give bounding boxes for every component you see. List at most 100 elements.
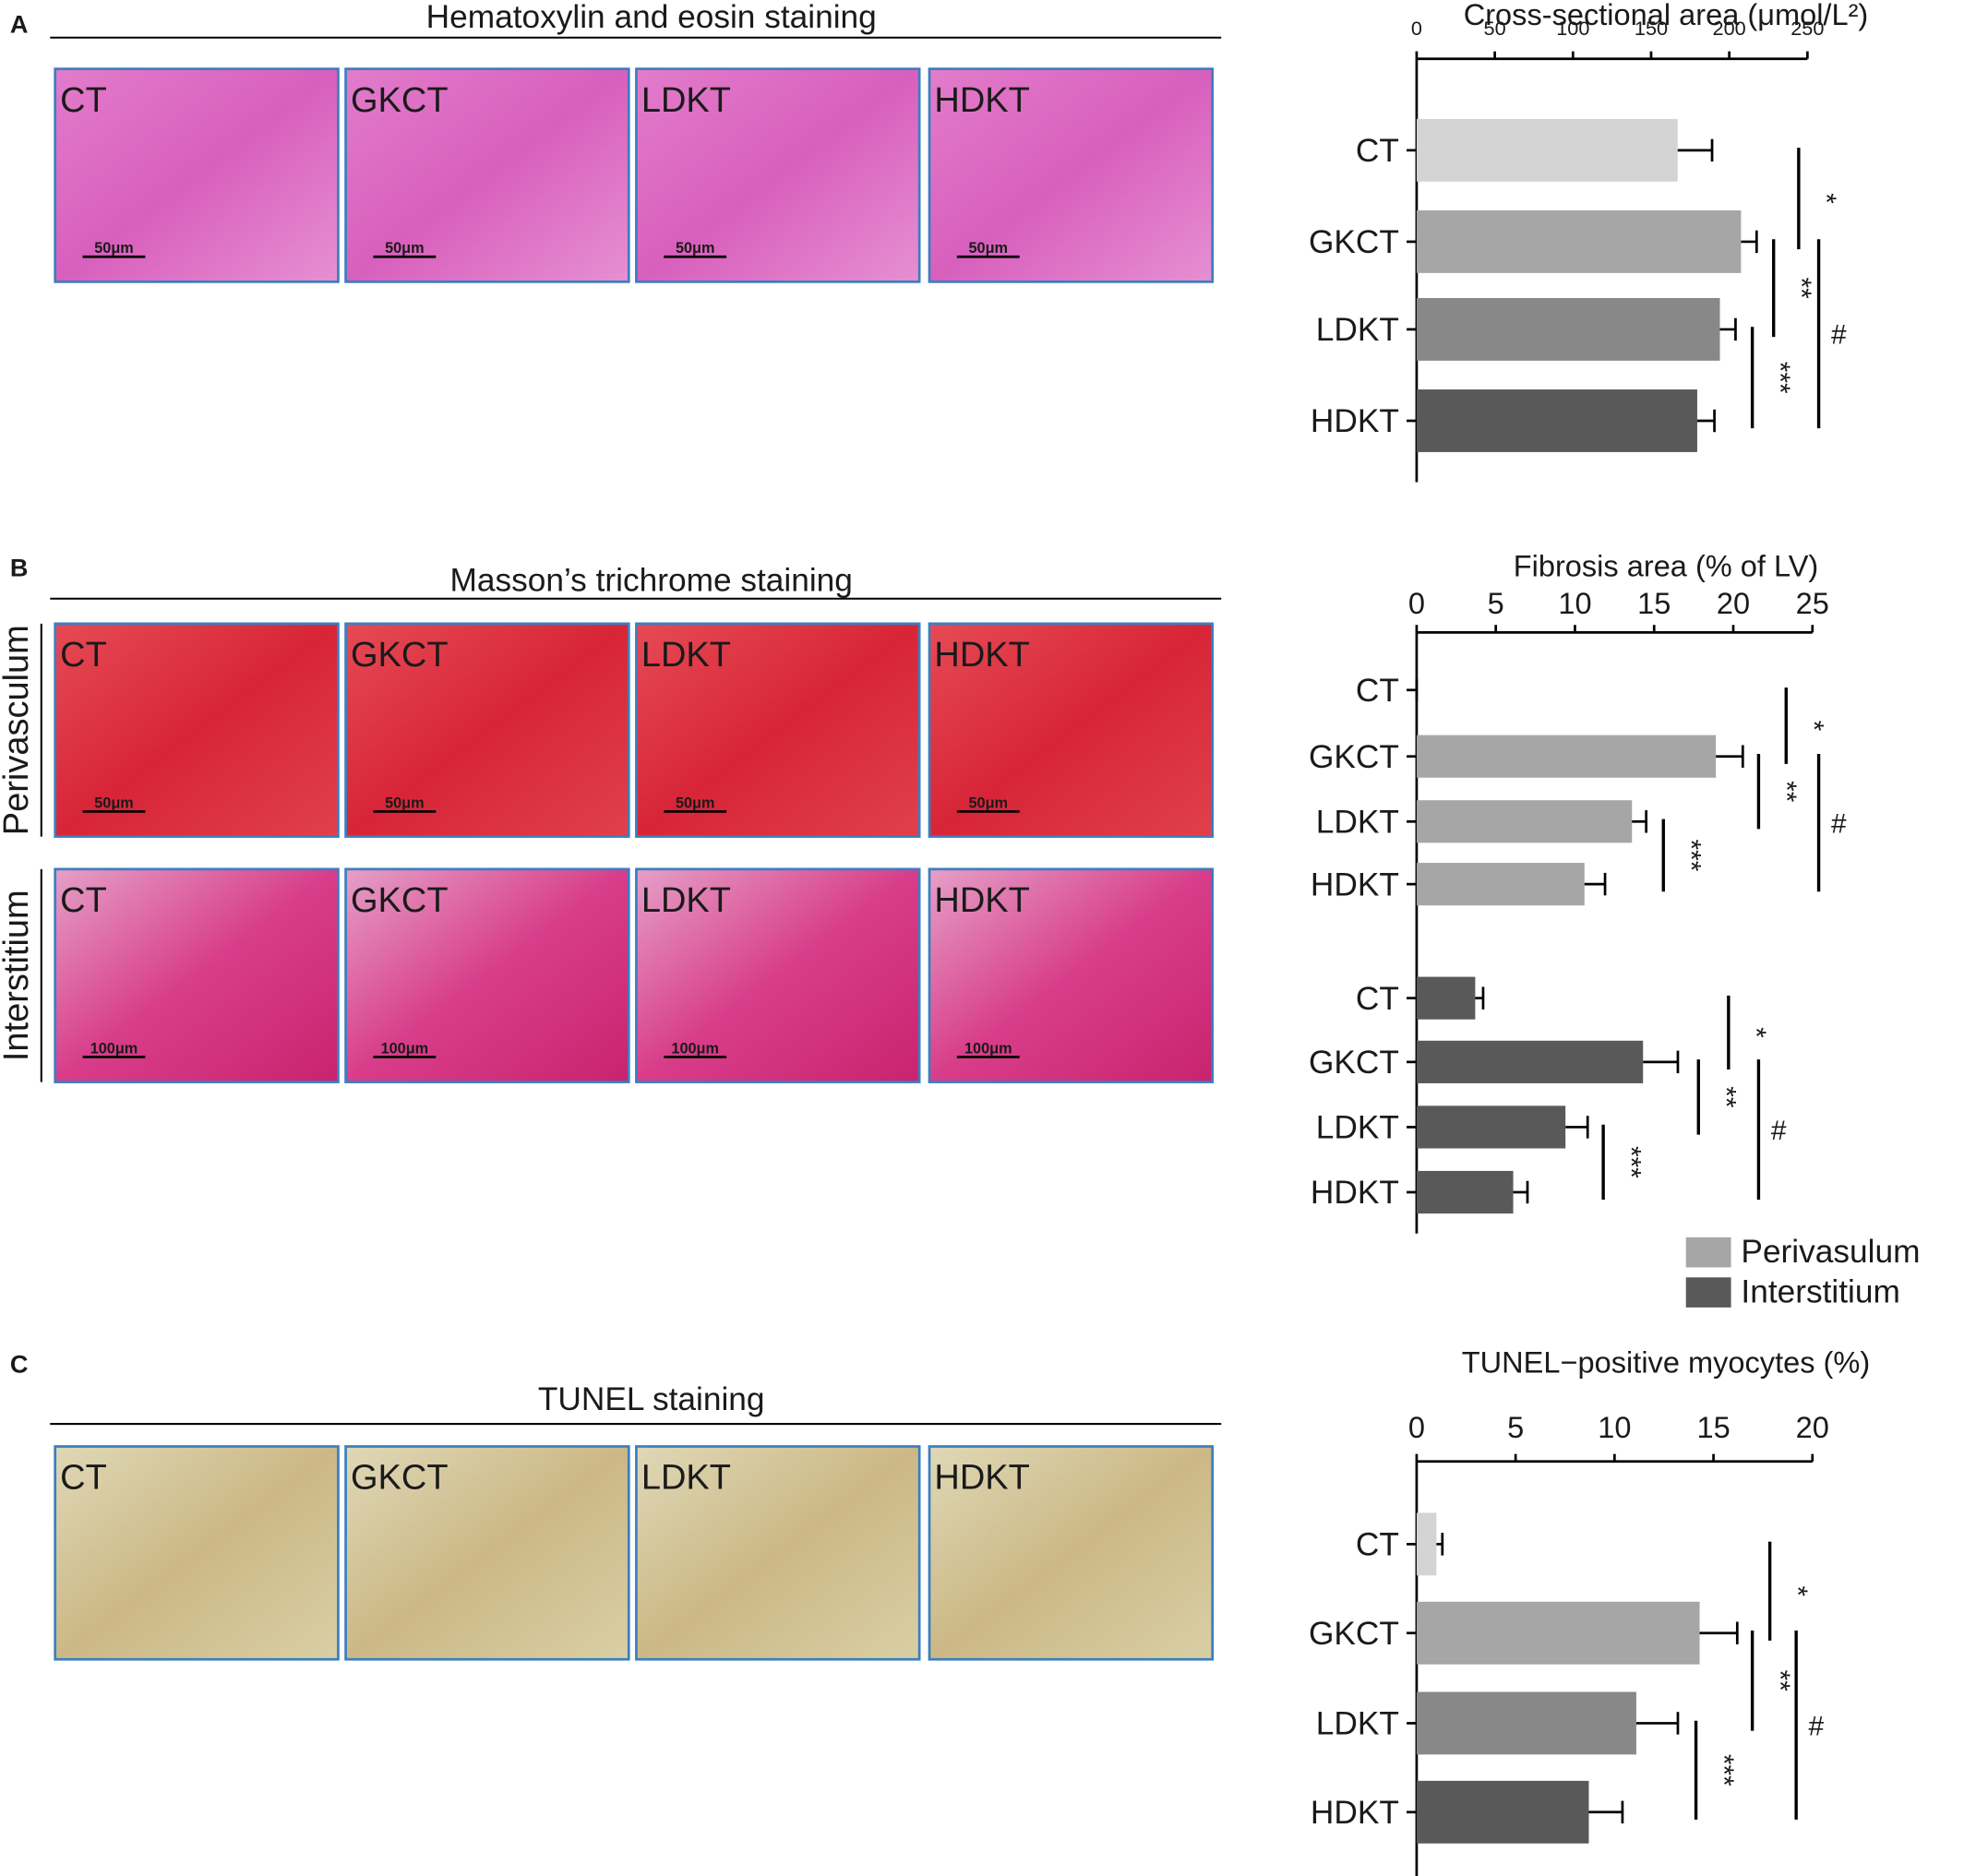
y-tick-label: HDKT [1311, 866, 1399, 902]
image-label: LDKT [641, 81, 731, 120]
x-tick-label: 10 [1558, 587, 1591, 620]
significance-label: *** [1765, 362, 1795, 394]
y-tick-label: LDKT [1316, 1110, 1399, 1146]
image-label: CT [60, 1459, 107, 1498]
scale-label: 100μm [381, 1040, 429, 1057]
bar [1416, 1170, 1514, 1214]
micrograph [928, 867, 1215, 1083]
micrograph [54, 1445, 340, 1661]
x-tick-label: 5 [1488, 587, 1504, 620]
y-tick-label: GKCT [1309, 224, 1399, 260]
legend-swatch [1685, 1237, 1731, 1268]
significance-label: # [1831, 320, 1847, 351]
significance-label: * [1811, 193, 1841, 204]
bar [1416, 210, 1742, 273]
image-label: GKCT [351, 636, 449, 675]
significance-label: *** [1708, 1754, 1739, 1786]
micrograph [344, 1445, 630, 1661]
chart-title: Cross-sectional area (μmol/L²) [1464, 0, 1869, 31]
panel-letter: A [10, 9, 29, 38]
bar [1416, 1780, 1589, 1844]
x-tick-label: 25 [1796, 587, 1829, 620]
chart-title: Fibrosis area (% of LV) [1514, 549, 1819, 582]
bar [1416, 735, 1717, 778]
x-tick-label: 10 [1598, 1411, 1631, 1444]
row-label: Perivasculum [0, 625, 36, 835]
bar [1416, 800, 1633, 843]
bar [1416, 1601, 1700, 1665]
y-tick-label: CT [1356, 133, 1399, 169]
image-label: LDKT [641, 1459, 731, 1498]
x-tick-label: 0 [1411, 17, 1422, 40]
significance-label: ** [1786, 278, 1816, 300]
scale-label: 50μm [385, 240, 425, 257]
bar [1416, 1040, 1644, 1083]
significance-label: *** [1676, 840, 1707, 872]
y-tick-label: GKCT [1309, 739, 1399, 775]
chart-title: TUNEL−positive myocytes (%) [1462, 1345, 1870, 1379]
scale-label: 100μm [964, 1040, 1012, 1057]
image-label: LDKT [641, 636, 731, 675]
panel-title: Hematoxylin and eosin staining [426, 0, 877, 35]
x-tick-label: 250 [1790, 17, 1824, 40]
scale-label: 100μm [90, 1040, 138, 1057]
micrograph [54, 67, 340, 283]
bar [1416, 1512, 1437, 1576]
significance-label: # [1809, 1711, 1825, 1741]
scale-label: 100μm [671, 1040, 719, 1057]
scale-label: 50μm [676, 795, 715, 811]
scale-label: 50μm [385, 795, 425, 811]
scale-label: 50μm [969, 240, 1009, 257]
panel-title: Masson’s trichrome staining [449, 563, 852, 599]
x-tick-label: 20 [1796, 1411, 1829, 1444]
y-tick-label: HDKT [1311, 403, 1399, 439]
x-tick-label: 0 [1408, 587, 1425, 620]
y-tick-label: CT [1356, 673, 1399, 709]
micrograph [344, 867, 630, 1083]
image-label: CT [60, 881, 107, 920]
bar [1416, 863, 1585, 906]
x-tick-label: 15 [1696, 1411, 1730, 1444]
x-tick-label: 5 [1507, 1411, 1524, 1444]
x-tick-label: 150 [1635, 17, 1668, 40]
legend-label: Interstitium [1741, 1273, 1899, 1309]
significance-label: * [1799, 721, 1829, 732]
legend-label: Perivasulum [1741, 1234, 1920, 1270]
x-tick-label: 0 [1408, 1411, 1425, 1444]
significance-label: # [1771, 1116, 1787, 1146]
image-label: HDKT [934, 1459, 1029, 1498]
image-label: GKCT [351, 81, 449, 120]
x-tick-label: 15 [1637, 587, 1671, 620]
y-tick-label: HDKT [1311, 1795, 1399, 1831]
image-label: HDKT [934, 81, 1029, 120]
bar [1416, 118, 1678, 182]
micrograph [928, 67, 1215, 283]
panel-letter: C [10, 1349, 29, 1378]
significance-label: *** [1616, 1146, 1647, 1178]
scale-label: 50μm [676, 240, 715, 257]
legend-swatch [1685, 1277, 1731, 1308]
micrograph [344, 622, 630, 838]
significance-label: * [1782, 1585, 1813, 1596]
y-tick-label: GKCT [1309, 1616, 1399, 1652]
y-tick-label: CT [1356, 1527, 1399, 1563]
y-tick-label: HDKT [1311, 1175, 1399, 1211]
micrograph [635, 1445, 921, 1661]
image-label: HDKT [934, 881, 1029, 920]
image-label: CT [60, 81, 107, 120]
micrograph [344, 67, 630, 283]
image-label: GKCT [351, 1459, 449, 1498]
y-tick-label: LDKT [1316, 805, 1399, 841]
micrograph [928, 622, 1215, 838]
bar [1416, 1691, 1636, 1755]
micrograph [54, 867, 340, 1083]
micrograph [635, 67, 921, 283]
micrograph [635, 622, 921, 838]
significance-label: ** [1711, 1086, 1742, 1108]
scale-label: 50μm [94, 795, 134, 811]
y-tick-label: LDKT [1316, 312, 1399, 348]
significance-label: ** [1771, 781, 1802, 803]
micrograph [928, 1445, 1215, 1661]
panel-title: TUNEL staining [538, 1381, 765, 1417]
